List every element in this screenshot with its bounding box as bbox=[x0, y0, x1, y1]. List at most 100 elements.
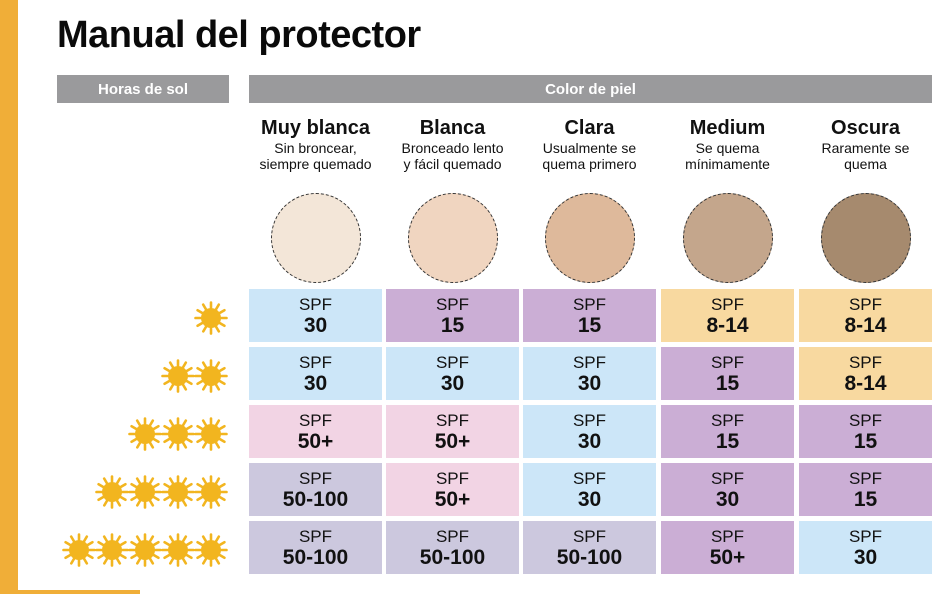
sun-icon bbox=[161, 417, 195, 451]
spf-cell: SPF 50+ bbox=[386, 463, 519, 516]
spf-value: 30 bbox=[853, 545, 878, 569]
spf-label: SPF bbox=[710, 410, 745, 430]
skin-type-desc-line1: Usualmente se bbox=[542, 140, 637, 156]
spf-value: 8-14 bbox=[844, 313, 887, 337]
skin-type-4: Medium Se quema mínimamente bbox=[659, 116, 797, 172]
skin-type-desc-line1: Bronceado lento bbox=[401, 140, 504, 156]
spf-label: SPF bbox=[710, 294, 745, 314]
spf-cell: SPF 50+ bbox=[661, 521, 794, 574]
sun-icon bbox=[95, 475, 129, 509]
spf-label: SPF bbox=[298, 468, 333, 488]
sun-icon bbox=[128, 475, 162, 509]
skin-type-desc-line1: Se quema bbox=[695, 140, 760, 156]
sun-icon bbox=[194, 475, 228, 509]
spf-cell: SPF 50-100 bbox=[249, 463, 382, 516]
spf-cell: SPF 15 bbox=[799, 405, 932, 458]
spf-label: SPF bbox=[298, 352, 333, 372]
skin-type-3: Clara Usualmente se quema primero bbox=[521, 116, 659, 172]
spf-cell: SPF 8-14 bbox=[799, 289, 932, 342]
spf-cell: SPF 30 bbox=[249, 289, 382, 342]
spf-cell: SPF 15 bbox=[523, 289, 656, 342]
sun-icon bbox=[161, 359, 195, 393]
sun-icon bbox=[194, 533, 228, 567]
spf-value: 50+ bbox=[709, 545, 746, 569]
spf-cell: SPF 50-100 bbox=[249, 521, 382, 574]
bottom-accent-line bbox=[0, 590, 140, 594]
skin-type-desc-line2: y fácil quemado bbox=[403, 156, 502, 172]
skin-type-desc-line2: mínimamente bbox=[685, 156, 770, 172]
spf-value: 50+ bbox=[434, 487, 471, 511]
sun-icon bbox=[194, 359, 228, 393]
spf-label: SPF bbox=[848, 526, 883, 546]
spf-label: SPF bbox=[298, 526, 333, 546]
sun-icon bbox=[161, 475, 195, 509]
sun-icon bbox=[62, 533, 96, 567]
spf-cell: SPF 30 bbox=[386, 347, 519, 400]
page-title: Manual del protector bbox=[57, 14, 421, 56]
spf-value: 15 bbox=[715, 371, 740, 395]
skin-type-1: Muy blanca Sin broncear, siempre quemado bbox=[247, 116, 385, 172]
spf-value: 30 bbox=[577, 487, 602, 511]
spf-value: 50-100 bbox=[556, 545, 623, 569]
spf-value: 8-14 bbox=[706, 313, 749, 337]
spf-value: 50+ bbox=[297, 429, 334, 453]
spf-value: 50-100 bbox=[282, 487, 349, 511]
spf-cell: SPF 30 bbox=[523, 463, 656, 516]
spf-value: 15 bbox=[577, 313, 602, 337]
spf-cell: SPF 50+ bbox=[249, 405, 382, 458]
spf-cell: SPF 30 bbox=[249, 347, 382, 400]
skin-type-desc-line1: Sin broncear, bbox=[274, 140, 357, 156]
spf-value: 30 bbox=[303, 371, 328, 395]
spf-cell: SPF 15 bbox=[661, 405, 794, 458]
spf-cell: SPF 50-100 bbox=[523, 521, 656, 574]
spf-label: SPF bbox=[435, 410, 470, 430]
skin-type-desc-line2: quema bbox=[844, 156, 887, 172]
skin-swatch bbox=[820, 193, 911, 283]
skin-swatch bbox=[682, 193, 773, 283]
spf-value: 30 bbox=[715, 487, 740, 511]
spf-value: 30 bbox=[440, 371, 465, 395]
spf-cell: SPF 8-14 bbox=[661, 289, 794, 342]
spf-value: 50+ bbox=[434, 429, 471, 453]
spf-cell: SPF 30 bbox=[799, 521, 932, 574]
spf-cell: SPF 15 bbox=[661, 347, 794, 400]
spf-label: SPF bbox=[848, 410, 883, 430]
spf-value: 50-100 bbox=[419, 545, 486, 569]
spf-cell: SPF 30 bbox=[661, 463, 794, 516]
spf-value: 30 bbox=[577, 429, 602, 453]
skin-swatch bbox=[270, 193, 361, 283]
left-accent-bar bbox=[0, 0, 18, 594]
spf-label: SPF bbox=[710, 352, 745, 372]
sun-icon bbox=[128, 417, 162, 451]
spf-value: 8-14 bbox=[844, 371, 887, 395]
spf-value: 30 bbox=[303, 313, 328, 337]
spf-label: SPF bbox=[572, 352, 607, 372]
spf-label: SPF bbox=[848, 352, 883, 372]
skin-swatch bbox=[544, 193, 635, 283]
spf-label: SPF bbox=[848, 468, 883, 488]
sun-icon bbox=[95, 533, 129, 567]
spf-value: 15 bbox=[715, 429, 740, 453]
sun-icon bbox=[128, 533, 162, 567]
spf-value: 15 bbox=[440, 313, 465, 337]
sun-icon bbox=[194, 417, 228, 451]
spf-value: 30 bbox=[577, 371, 602, 395]
spf-cell: SPF 8-14 bbox=[799, 347, 932, 400]
skin-color-header: Color de piel bbox=[249, 75, 932, 103]
spf-cell: SPF 15 bbox=[386, 289, 519, 342]
spf-label: SPF bbox=[572, 294, 607, 314]
skin-type-name: Medium bbox=[689, 117, 766, 139]
spf-label: SPF bbox=[572, 526, 607, 546]
skin-type-5: Oscura Raramente se quema bbox=[797, 116, 935, 172]
spf-label: SPF bbox=[710, 468, 745, 488]
spf-cell: SPF 30 bbox=[523, 347, 656, 400]
spf-cell: SPF 15 bbox=[799, 463, 932, 516]
spf-label: SPF bbox=[435, 468, 470, 488]
spf-cell: SPF 50-100 bbox=[386, 521, 519, 574]
skin-type-desc-line2: quema primero bbox=[542, 156, 637, 172]
spf-label: SPF bbox=[848, 294, 883, 314]
sun-icon bbox=[194, 301, 228, 335]
spf-value: 50-100 bbox=[282, 545, 349, 569]
spf-label: SPF bbox=[435, 294, 470, 314]
skin-type-name: Clara bbox=[564, 117, 615, 139]
